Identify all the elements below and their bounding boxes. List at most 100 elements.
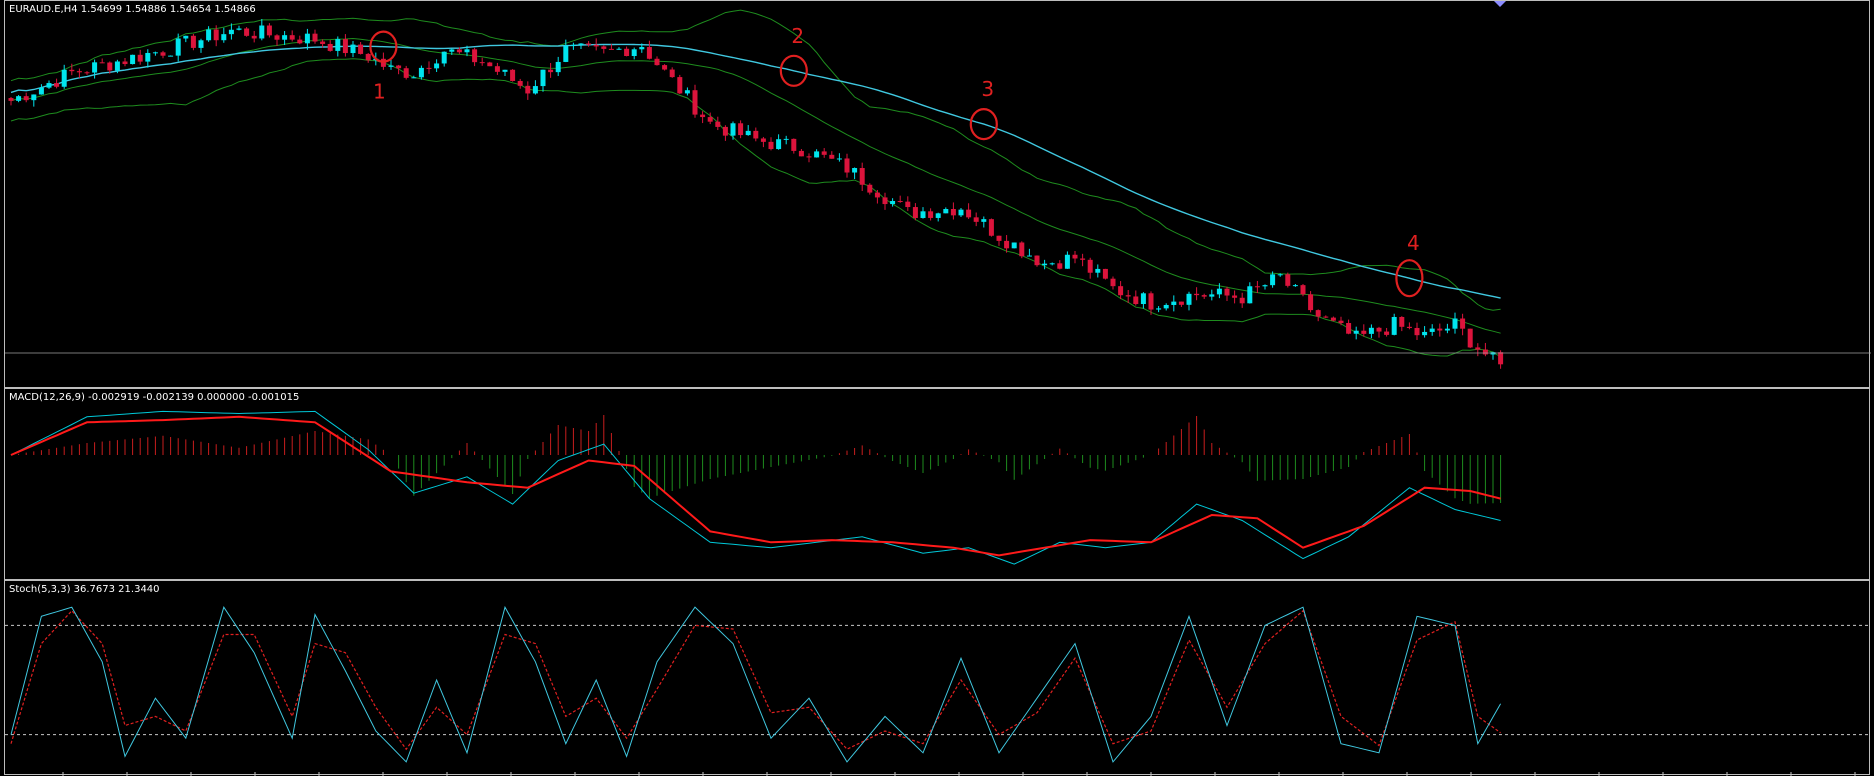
candle-body	[510, 69, 516, 81]
candle-body	[16, 96, 22, 101]
candle	[130, 54, 136, 65]
candle	[776, 134, 782, 150]
candle	[1391, 313, 1397, 336]
candle-body	[912, 207, 918, 218]
candle	[555, 56, 561, 76]
candle	[1049, 262, 1055, 266]
candle-body	[950, 209, 956, 216]
candle-body	[669, 69, 675, 78]
candle-body	[289, 35, 295, 40]
candle-body	[662, 65, 668, 70]
candle-body	[1452, 318, 1458, 329]
candle	[1482, 342, 1488, 357]
candle-body	[107, 62, 113, 71]
candle	[867, 183, 873, 195]
macd-panel[interactable]: MACD(12,26,9) -0.002919 -0.002139 0.0000…	[4, 388, 1870, 580]
candle-body	[1194, 293, 1200, 296]
candle	[1034, 255, 1040, 267]
candle	[38, 84, 44, 95]
candle	[168, 55, 174, 57]
candle-body	[988, 219, 994, 236]
candle-body	[616, 48, 622, 50]
candle-body	[84, 72, 90, 74]
macd-chart	[10, 410, 1502, 565]
candle-body	[304, 33, 310, 44]
candle-body	[608, 48, 614, 50]
candle-body	[920, 211, 926, 218]
candle	[198, 38, 204, 53]
candle-body	[1140, 293, 1146, 305]
candle-body	[1072, 254, 1078, 259]
candle-body	[692, 90, 698, 115]
candle	[844, 153, 850, 178]
candle	[206, 26, 212, 42]
candle-body	[776, 139, 782, 150]
candle	[479, 57, 485, 66]
stochastic-label: Stoch(5,3,3) 36.7673 21.3440	[9, 584, 160, 595]
candle	[1224, 286, 1230, 301]
candle	[221, 27, 227, 43]
candle-body	[168, 55, 174, 57]
candle	[996, 235, 1002, 246]
candle	[821, 148, 827, 158]
candle-body	[464, 49, 470, 53]
candle	[563, 39, 569, 63]
candle	[791, 138, 797, 154]
candle	[1125, 290, 1131, 303]
candle	[1330, 316, 1336, 322]
candle-body	[738, 123, 744, 136]
candle	[1475, 343, 1481, 357]
candle	[882, 192, 888, 210]
candle	[570, 42, 576, 50]
candle	[434, 59, 440, 72]
candle	[1042, 259, 1048, 270]
candle-body	[160, 52, 166, 56]
candle-body	[1292, 285, 1298, 287]
candle	[1026, 248, 1032, 257]
candle	[859, 162, 865, 192]
candle-body	[1330, 317, 1336, 321]
candle	[1209, 289, 1215, 301]
candle	[753, 127, 759, 142]
candle	[282, 31, 288, 46]
candle	[1156, 306, 1162, 313]
candle	[1247, 282, 1253, 304]
candle	[54, 78, 60, 89]
candle-body	[69, 69, 75, 72]
candle-body	[578, 43, 584, 45]
candle-body	[548, 69, 554, 73]
candle	[677, 74, 683, 95]
candle	[684, 87, 690, 96]
candle-body	[502, 69, 508, 72]
candle-body	[38, 87, 44, 95]
candle-body	[1391, 316, 1397, 335]
stochastic-chart	[5, 605, 1871, 776]
candle	[1452, 312, 1458, 334]
candle	[1437, 323, 1443, 337]
candle	[669, 67, 675, 78]
stochastic-panel[interactable]: Stoch(5,3,3) 36.7673 21.3440	[4, 580, 1871, 776]
candle-body	[1414, 327, 1420, 336]
price-chart-panel[interactable]: 1 2 3 4 EURAUD.E,H4 1.54699 1.54886 1.54654…	[4, 0, 1871, 388]
candle	[1467, 328, 1473, 349]
candle	[806, 153, 812, 163]
candle-body	[441, 51, 447, 64]
candle	[1201, 293, 1207, 299]
candle	[525, 81, 531, 100]
candle-body	[479, 62, 485, 64]
candle	[114, 59, 120, 74]
candle-body	[456, 49, 462, 53]
candle-body	[958, 209, 964, 216]
candle	[1095, 264, 1101, 278]
candle-body	[183, 35, 189, 39]
moving-average-line	[10, 43, 1501, 299]
candle	[707, 112, 713, 125]
macd-main-line	[10, 410, 1501, 565]
candle-body	[745, 130, 751, 136]
bollinger-upper-band	[10, 9, 1501, 311]
candle-body	[1467, 328, 1473, 348]
candle	[981, 216, 987, 228]
stochastic-main-line	[10, 605, 1502, 763]
symbol-info-label: EURAUD.E,H4 1.54699 1.54886 1.54654 1.54…	[9, 4, 256, 15]
candle	[137, 49, 143, 65]
